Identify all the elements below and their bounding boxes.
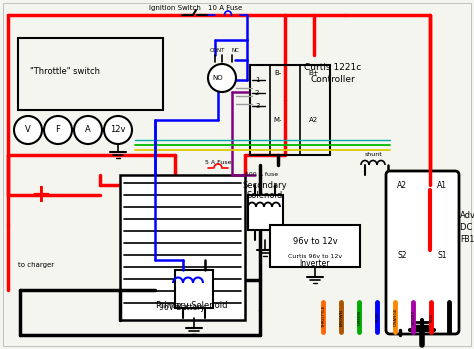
Bar xyxy=(120,175,245,320)
Text: Controller: Controller xyxy=(310,75,355,84)
Text: V: V xyxy=(25,126,31,134)
Text: Secondary: Secondary xyxy=(243,180,287,190)
Text: NO: NO xyxy=(213,75,223,81)
Text: "Throttle" switch: "Throttle" switch xyxy=(30,67,100,76)
Text: ORANGE: ORANGE xyxy=(394,308,398,326)
Text: Solenoid: Solenoid xyxy=(247,192,283,200)
Text: B+: B+ xyxy=(309,70,319,76)
Circle shape xyxy=(44,116,72,144)
Text: M-: M- xyxy=(274,117,282,123)
Text: 96V Battery: 96V Battery xyxy=(159,304,205,312)
Text: BROWN: BROWN xyxy=(340,309,344,326)
Text: RED: RED xyxy=(430,312,434,321)
Text: 2: 2 xyxy=(255,90,259,96)
FancyBboxPatch shape xyxy=(386,171,459,334)
Text: B-: B- xyxy=(274,70,282,76)
Text: Inverter: Inverter xyxy=(300,260,330,268)
Text: to charger: to charger xyxy=(18,262,54,268)
Text: 5 A Fuse: 5 A Fuse xyxy=(205,161,231,165)
Text: 3: 3 xyxy=(255,103,259,109)
Text: S2: S2 xyxy=(397,251,407,260)
Circle shape xyxy=(104,116,132,144)
Text: Curtis 96v to 12v: Curtis 96v to 12v xyxy=(288,253,342,259)
Bar xyxy=(18,38,163,110)
Bar xyxy=(248,195,283,230)
Bar xyxy=(175,270,213,308)
Text: CONT: CONT xyxy=(210,47,225,52)
Text: A2: A2 xyxy=(397,180,407,190)
Text: Primary Solenoid: Primary Solenoid xyxy=(156,300,228,310)
Bar xyxy=(250,65,330,155)
Text: 10 A Fuse: 10 A Fuse xyxy=(208,5,242,11)
Text: 1: 1 xyxy=(255,77,259,83)
Text: A1: A1 xyxy=(437,180,447,190)
Text: VIOLET: VIOLET xyxy=(412,309,416,325)
Text: 96v to 12v: 96v to 12v xyxy=(292,237,337,245)
Text: S1: S1 xyxy=(437,251,447,260)
Text: Ignition Switch: Ignition Switch xyxy=(149,5,201,11)
Circle shape xyxy=(14,116,42,144)
Bar xyxy=(270,225,360,267)
Text: NC: NC xyxy=(232,47,240,52)
Text: Curtis 1221c: Curtis 1221c xyxy=(304,64,361,73)
Text: DC Motor: DC Motor xyxy=(460,223,474,231)
Text: +: + xyxy=(30,183,51,207)
Text: THROTTLE: THROTTLE xyxy=(322,306,326,328)
Circle shape xyxy=(208,64,236,92)
Text: 12v: 12v xyxy=(110,126,126,134)
Text: BLACK: BLACK xyxy=(448,310,452,324)
Text: 500 A fuse: 500 A fuse xyxy=(245,172,278,178)
Circle shape xyxy=(74,116,102,144)
Text: shunt: shunt xyxy=(365,153,383,157)
Text: F: F xyxy=(55,126,61,134)
Bar xyxy=(248,55,378,165)
Text: Advanced: Advanced xyxy=(460,210,474,220)
Text: BLUE: BLUE xyxy=(376,312,380,322)
Text: A: A xyxy=(85,126,91,134)
Text: A2: A2 xyxy=(310,117,319,123)
Text: GREEN: GREEN xyxy=(358,310,362,325)
Text: FB1-4001A: FB1-4001A xyxy=(460,235,474,244)
